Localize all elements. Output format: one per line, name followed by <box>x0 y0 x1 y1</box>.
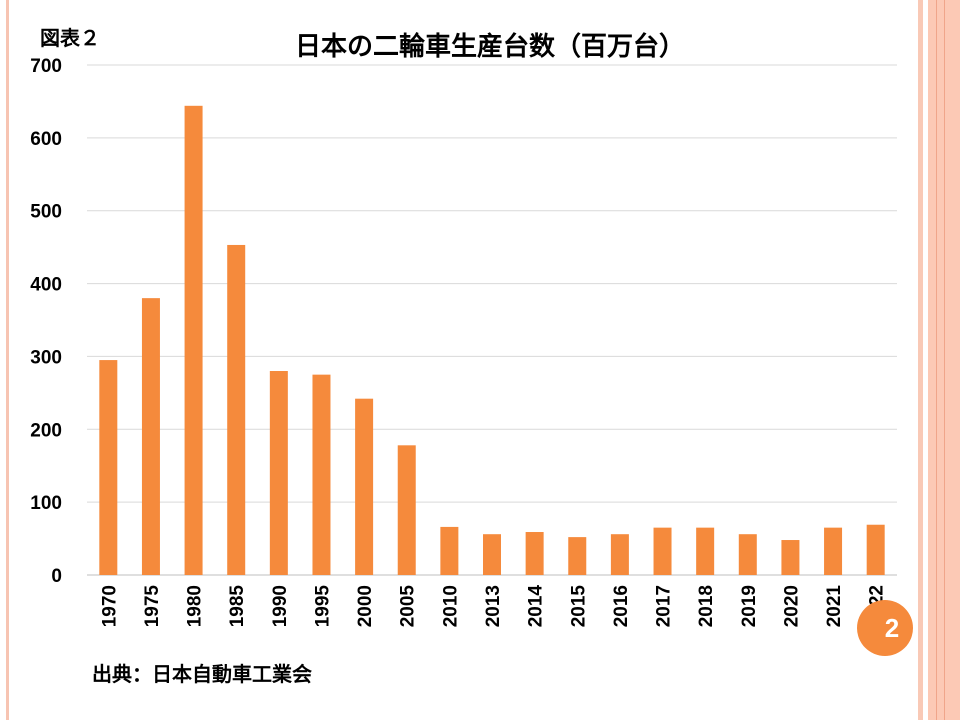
x-tick-label: 1980 <box>185 585 206 627</box>
bar <box>397 445 416 575</box>
x-tick-label: 2013 <box>483 585 504 627</box>
y-tick-label: 700 <box>30 56 62 77</box>
bar <box>184 105 203 576</box>
y-tick-label: 0 <box>51 566 62 587</box>
bar <box>781 540 800 575</box>
x-tick-label: 2010 <box>440 585 461 627</box>
right-border-stripe <box>918 0 923 720</box>
left-border <box>6 0 9 720</box>
right-border-line <box>944 0 945 720</box>
y-tick-label: 600 <box>30 129 62 150</box>
bar <box>866 524 885 575</box>
figure-label: 図表２ <box>40 26 100 50</box>
bar <box>653 527 672 575</box>
right-border-line <box>936 0 937 720</box>
x-tick-label: 1970 <box>99 585 120 627</box>
y-tick-label: 200 <box>30 420 62 441</box>
bar <box>696 527 715 575</box>
x-tick-label: 2021 <box>824 585 845 628</box>
bar <box>141 298 160 575</box>
x-tick-label: 2017 <box>654 585 675 627</box>
bar <box>312 374 331 575</box>
y-tick-label: 500 <box>30 202 62 223</box>
x-tick-label: 1990 <box>270 585 291 627</box>
x-tick-label: 2018 <box>696 585 717 627</box>
x-tick-label: 2000 <box>355 585 376 627</box>
page-number: 2 <box>884 613 900 643</box>
bar <box>738 534 757 575</box>
x-tick-label: 2016 <box>611 585 632 627</box>
bar <box>227 244 246 575</box>
bar <box>525 532 544 575</box>
bar <box>824 527 843 575</box>
x-tick-label: 1985 <box>227 585 248 628</box>
x-tick-label: 2005 <box>398 585 419 628</box>
y-tick-label: 400 <box>30 275 62 296</box>
bar <box>355 398 374 575</box>
chart-title: 日本の二輪車生産台数（百万台） <box>294 32 685 62</box>
x-tick-label: 2020 <box>781 585 802 627</box>
source-note: 出典：日本自動車工業会 <box>92 662 312 686</box>
bar <box>440 526 459 575</box>
page-number-badge: 2 <box>857 600 913 656</box>
x-tick-label: 1995 <box>312 585 333 628</box>
x-tick-label: 2019 <box>739 585 760 627</box>
y-tick-label: 100 <box>30 493 62 514</box>
y-tick-label: 300 <box>30 347 62 368</box>
x-tick-label: 2015 <box>568 585 589 628</box>
x-tick-label: 1975 <box>142 585 163 628</box>
bar <box>568 537 587 575</box>
x-tick-label: 2014 <box>526 585 547 628</box>
bar <box>269 371 288 575</box>
bar <box>483 534 501 575</box>
bar <box>610 534 629 575</box>
bar <box>99 360 118 575</box>
